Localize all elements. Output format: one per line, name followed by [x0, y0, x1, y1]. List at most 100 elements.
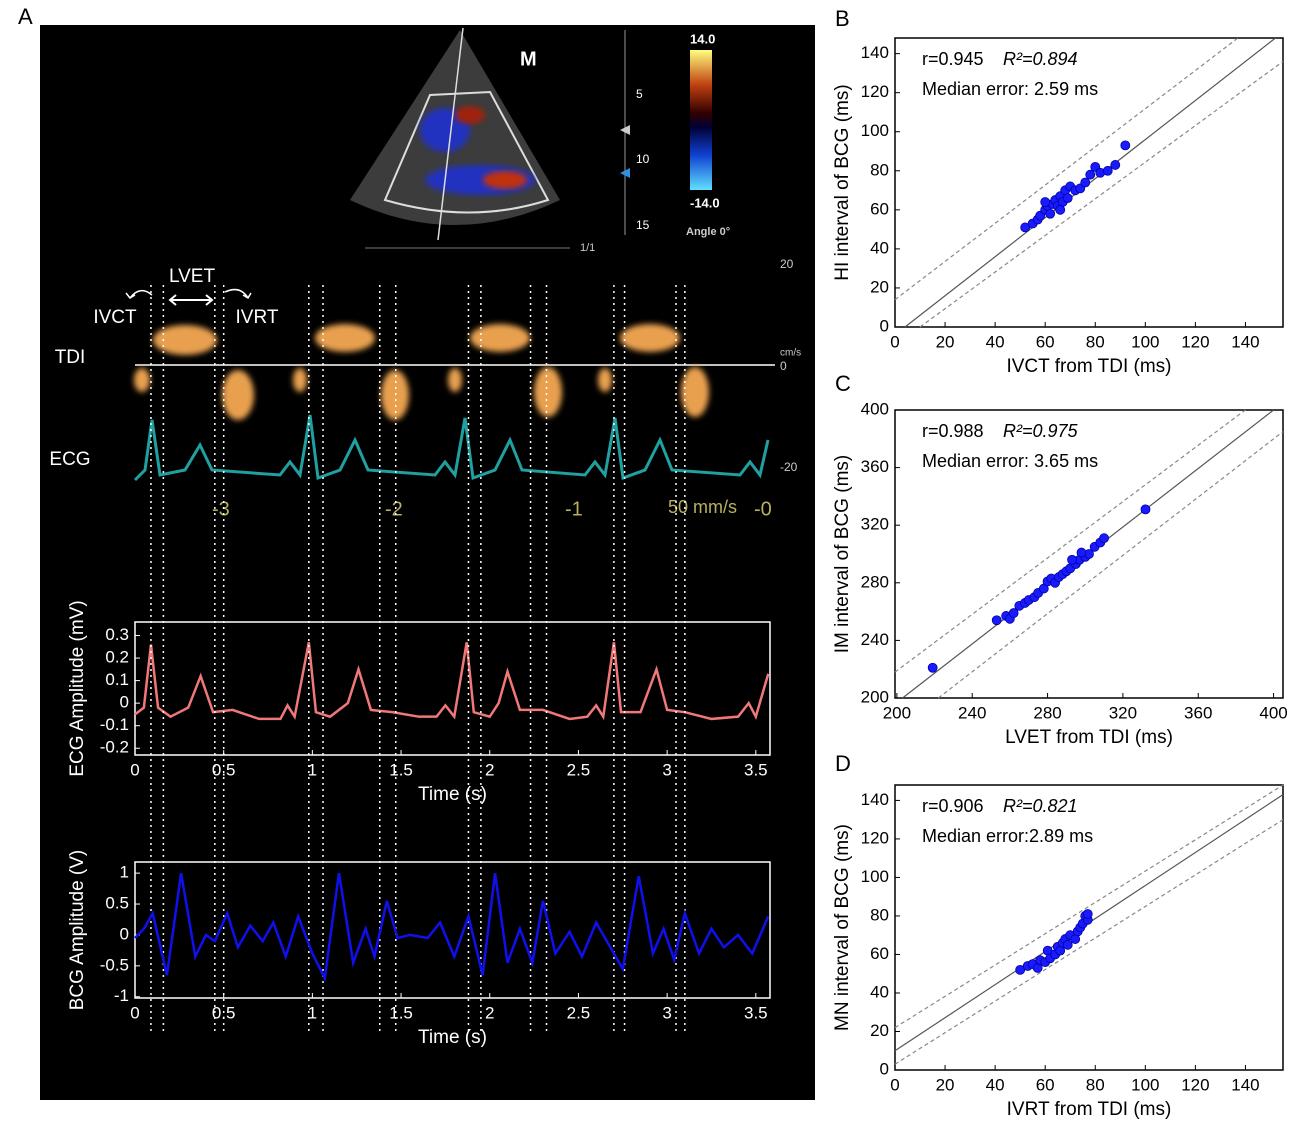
y-tick-label: 280 — [861, 572, 889, 591]
y-tick-label: 40 — [870, 982, 889, 1001]
panel-label: D — [835, 751, 851, 776]
x-tick-label: 0 — [130, 760, 139, 779]
tdi-label: TDI — [55, 347, 86, 368]
y-tick-label: 360 — [861, 457, 889, 476]
x-tick-label: 400 — [1259, 703, 1287, 722]
y-tick-label: 100 — [861, 867, 889, 886]
panel-label: C — [835, 371, 851, 396]
y-tick-label: 80 — [870, 905, 889, 924]
x-tick-label: 80 — [1086, 1075, 1105, 1094]
colorbar-min: -14.0 — [690, 195, 720, 210]
r-annotation: r=0.945 — [922, 49, 984, 69]
bound-line — [920, 61, 1283, 327]
x-tick-label: 2.5 — [567, 760, 591, 779]
figure: M 5 10 15 14.0 -14.0 Angle 0° 1/1 20 cm/… — [0, 0, 1307, 1130]
y-tick-label: 0 — [120, 924, 129, 943]
x-tick-label: 120 — [1181, 1075, 1209, 1094]
y-axis-label: HI interval of BCG (ms) — [832, 84, 853, 280]
bound-line — [938, 432, 1283, 698]
y-tick-label: 0.3 — [105, 625, 129, 644]
point — [1056, 205, 1065, 214]
x-tick-label: 2.5 — [567, 1003, 591, 1022]
y-tick-label: 200 — [861, 687, 889, 706]
r-annotation: r=0.988 — [922, 421, 984, 441]
y-tick-label: 0.2 — [105, 648, 129, 667]
point — [1100, 534, 1109, 543]
point — [1063, 940, 1072, 949]
point — [992, 616, 1001, 625]
page-label: 1/1 — [580, 242, 595, 254]
ecg-label: ECG — [49, 449, 90, 470]
image-time-tick: -2 — [385, 498, 403, 520]
y-tick-label: 320 — [861, 515, 889, 534]
velocity-unit: cm/s — [780, 348, 801, 359]
colorbar-max: 14.0 — [690, 31, 715, 46]
r2-annotation: R²=0.821 — [1003, 796, 1078, 816]
median-annotation: Median error: 2.59 ms — [922, 79, 1098, 99]
x-tick-label: 320 — [1109, 703, 1137, 722]
x-tick-label: 3.5 — [744, 1003, 768, 1022]
x-axis-label: IVCT from TDI (ms) — [1006, 356, 1171, 377]
x-tick-label: 140 — [1231, 332, 1259, 351]
point — [1081, 178, 1090, 187]
bound-line — [895, 38, 1238, 300]
point — [1111, 160, 1120, 169]
x-tick-label: 140 — [1231, 1075, 1259, 1094]
bound-line — [895, 820, 1283, 1065]
y-tick-label: 120 — [861, 828, 889, 847]
bound-line — [895, 410, 1245, 672]
y-axis-label: IM interval of BCG (ms) — [832, 455, 853, 653]
y-tick-label: 60 — [870, 199, 889, 218]
x-axis-label: LVET from TDI (ms) — [1005, 727, 1173, 748]
x-axis-label: Time (s) — [418, 784, 487, 805]
median-annotation: Median error: 3.65 ms — [922, 451, 1098, 471]
x-axis-label: Time (s) — [418, 1027, 487, 1048]
y-tick-label: 120 — [861, 82, 889, 101]
y-axis-label: ECG Amplitude (mV) — [67, 600, 88, 776]
y-tick-label: 0 — [880, 316, 889, 335]
depth-tick: 15 — [636, 218, 650, 232]
r-annotation: r=0.906 — [922, 796, 984, 816]
y-tick-label: 80 — [870, 160, 889, 179]
x-tick-label: 60 — [1036, 332, 1055, 351]
point — [1041, 198, 1050, 207]
r2-annotation: R²=0.894 — [1003, 49, 1078, 69]
colorbar — [690, 50, 712, 190]
velocity-tick: 20 — [780, 257, 794, 271]
y-tick-label: 20 — [870, 277, 889, 296]
x-tick-label: 280 — [1033, 703, 1061, 722]
point — [1083, 910, 1092, 919]
x-tick-label: 1.5 — [389, 760, 413, 779]
point — [1121, 141, 1130, 150]
lvet-label: LVET — [169, 266, 216, 287]
point — [1063, 194, 1072, 203]
x-tick-label: 100 — [1131, 1075, 1159, 1094]
point — [1141, 505, 1150, 514]
y-tick-label: 40 — [870, 238, 889, 257]
point — [1086, 170, 1095, 179]
panel-label: B — [835, 6, 850, 31]
y-tick-label: 400 — [861, 399, 889, 418]
ivct-label: IVCT — [93, 307, 137, 328]
image-time-tick: -1 — [565, 498, 583, 520]
x-tick-label: 120 — [1181, 332, 1209, 351]
x-tick-label: 2 — [485, 760, 494, 779]
flow-blob — [455, 106, 485, 124]
image-time-tick: -0 — [754, 498, 772, 520]
x-tick-label: 1 — [308, 760, 317, 779]
r2-annotation: R²=0.975 — [1003, 421, 1079, 441]
point — [1103, 166, 1112, 175]
y-tick-label: -0.1 — [100, 715, 129, 734]
depth-tick: 5 — [636, 87, 643, 101]
y-tick-label: 0.1 — [105, 670, 129, 689]
x-tick-label: 240 — [958, 703, 986, 722]
x-tick-label: 40 — [986, 332, 1005, 351]
x-tick-label: 20 — [936, 332, 955, 351]
x-axis-label: IVRT from TDI (ms) — [1007, 1099, 1172, 1120]
x-tick-label: 3 — [662, 1003, 671, 1022]
x-tick-label: 3.5 — [744, 760, 768, 779]
sweep-speed: 50 mm/s — [668, 497, 737, 517]
point — [1046, 209, 1055, 218]
median-annotation: Median error:2.89 ms — [922, 826, 1093, 846]
x-tick-label: 20 — [936, 1075, 955, 1094]
